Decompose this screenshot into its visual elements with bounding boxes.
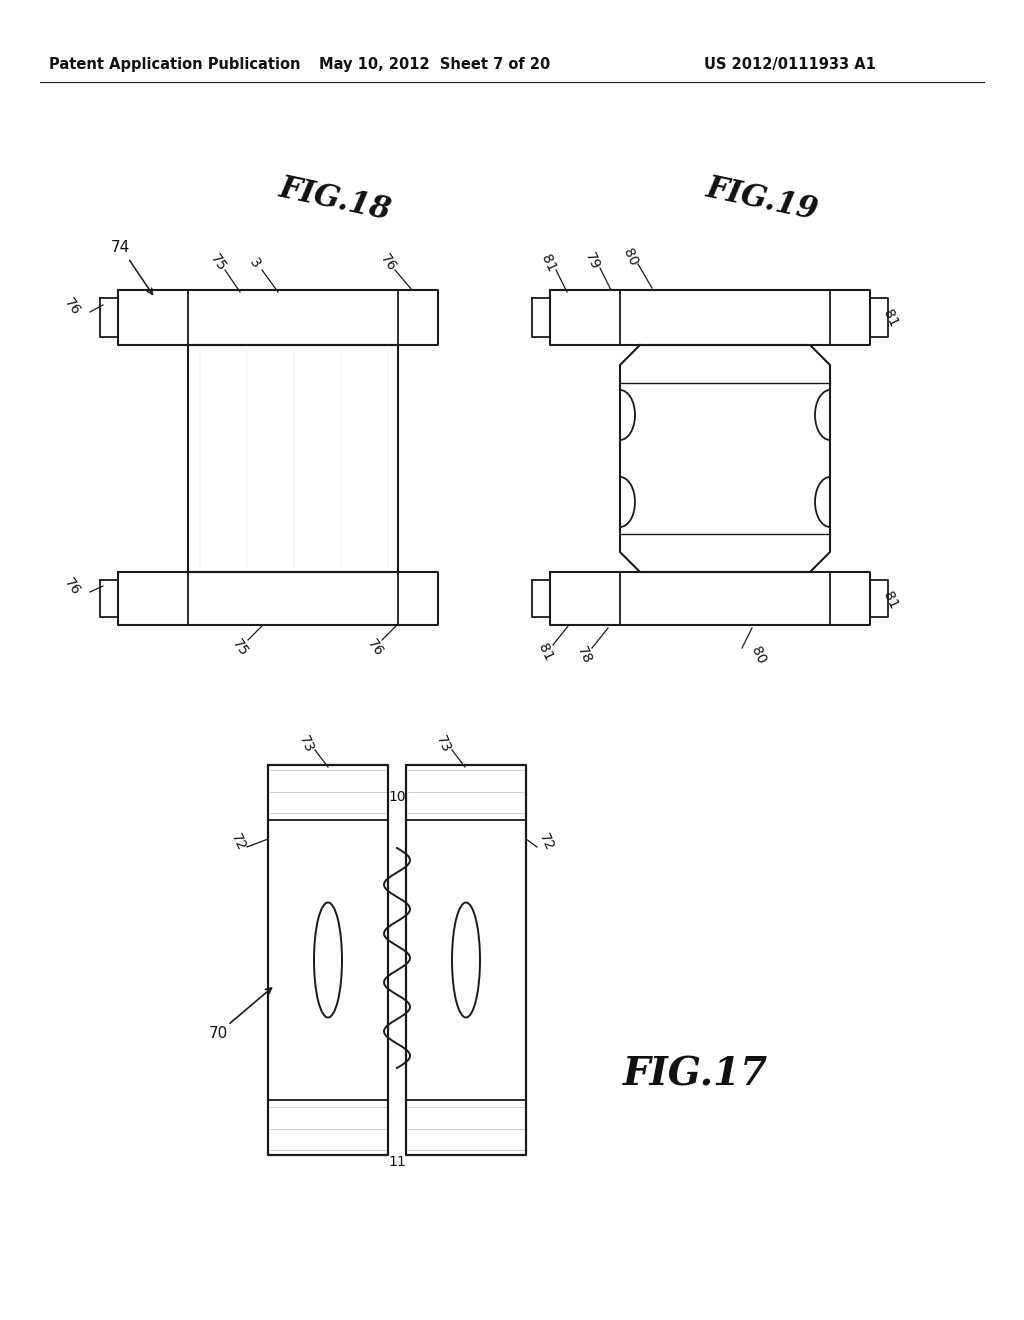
Text: 80: 80 [748, 644, 768, 667]
Text: 79: 79 [582, 249, 602, 272]
Text: 76: 76 [365, 636, 386, 659]
Text: 72: 72 [228, 832, 248, 853]
Text: Patent Application Publication: Patent Application Publication [49, 58, 301, 73]
Text: US 2012/0111933 A1: US 2012/0111933 A1 [705, 58, 876, 73]
Text: May 10, 2012  Sheet 7 of 20: May 10, 2012 Sheet 7 of 20 [319, 58, 551, 73]
Text: FIG.19: FIG.19 [703, 173, 821, 227]
Text: 3: 3 [247, 255, 263, 271]
Text: 76: 76 [377, 252, 398, 275]
Text: 81: 81 [880, 589, 900, 611]
Text: 11: 11 [388, 1155, 406, 1170]
Text: 70: 70 [208, 1026, 227, 1040]
Text: 10: 10 [388, 789, 406, 804]
Text: 78: 78 [573, 644, 594, 667]
Text: 81: 81 [538, 252, 558, 275]
Text: 81: 81 [880, 308, 900, 329]
Text: 76: 76 [61, 576, 83, 598]
Text: 74: 74 [111, 240, 130, 256]
Text: 73: 73 [433, 733, 453, 755]
Text: 80: 80 [620, 246, 640, 268]
Text: 76: 76 [61, 296, 83, 318]
Text: FIG.17: FIG.17 [623, 1056, 768, 1094]
Text: 81: 81 [535, 642, 555, 663]
Text: 73: 73 [296, 733, 316, 755]
Text: 72: 72 [536, 832, 556, 853]
Text: FIG.18: FIG.18 [276, 173, 394, 227]
Text: 75: 75 [207, 252, 228, 275]
Text: 75: 75 [229, 636, 251, 659]
